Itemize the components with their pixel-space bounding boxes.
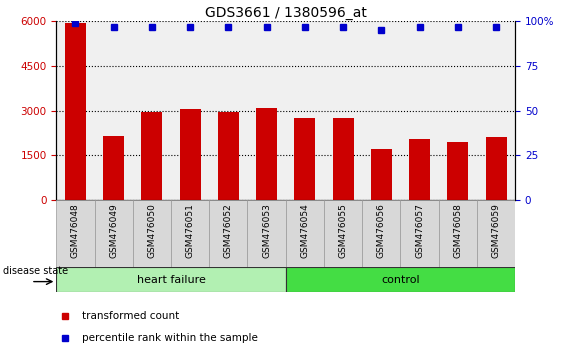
Bar (333, 118, 354, 200)
Bar (56, 267, 285, 292)
Text: GSM476048: GSM476048 (71, 203, 80, 258)
FancyBboxPatch shape (209, 200, 248, 267)
Bar (65, 23, 86, 200)
Text: GSM476055: GSM476055 (338, 203, 347, 258)
Bar (218, 112, 239, 200)
Bar (103, 136, 124, 200)
Text: disease state: disease state (3, 266, 68, 276)
Title: GDS3661 / 1380596_at: GDS3661 / 1380596_at (205, 6, 367, 20)
FancyBboxPatch shape (171, 200, 209, 267)
FancyBboxPatch shape (439, 200, 477, 267)
Text: GSM476059: GSM476059 (491, 203, 501, 258)
FancyBboxPatch shape (400, 200, 439, 267)
Text: transformed count: transformed count (82, 311, 179, 321)
Text: heart failure: heart failure (137, 275, 205, 285)
Text: GSM476058: GSM476058 (453, 203, 462, 258)
Text: GSM476052: GSM476052 (224, 203, 233, 258)
Text: GSM476050: GSM476050 (148, 203, 157, 258)
Bar (409, 139, 430, 200)
FancyBboxPatch shape (248, 200, 285, 267)
Text: GSM476053: GSM476053 (262, 203, 271, 258)
FancyBboxPatch shape (95, 200, 133, 267)
Text: GSM476057: GSM476057 (415, 203, 424, 258)
FancyBboxPatch shape (285, 200, 324, 267)
FancyBboxPatch shape (133, 200, 171, 267)
FancyBboxPatch shape (477, 200, 515, 267)
FancyBboxPatch shape (324, 200, 362, 267)
Text: percentile rank within the sample: percentile rank within the sample (82, 333, 257, 343)
Text: control: control (381, 275, 420, 285)
FancyBboxPatch shape (362, 200, 400, 267)
Bar (256, 108, 277, 200)
Bar (285, 267, 515, 292)
Bar (371, 149, 392, 200)
Bar (141, 112, 162, 200)
FancyBboxPatch shape (56, 200, 95, 267)
Text: GSM476054: GSM476054 (300, 203, 309, 258)
Text: GSM476056: GSM476056 (377, 203, 386, 258)
Bar (294, 118, 315, 200)
Text: GSM476049: GSM476049 (109, 203, 118, 258)
Text: GSM476051: GSM476051 (186, 203, 195, 258)
Bar (180, 109, 200, 200)
Bar (485, 137, 507, 200)
Bar (447, 142, 468, 200)
